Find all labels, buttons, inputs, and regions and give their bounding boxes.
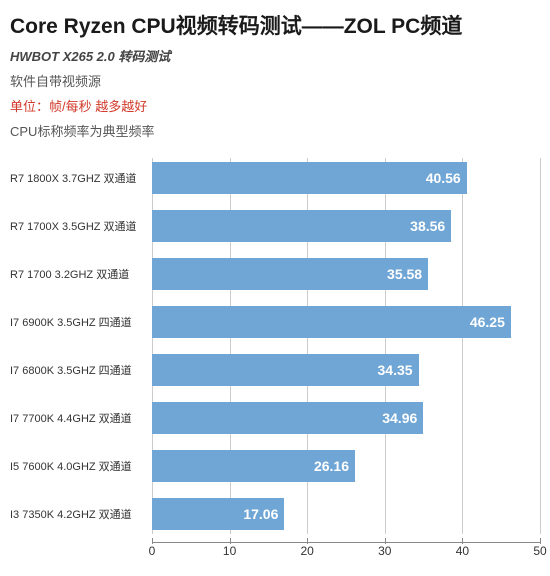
bar-value-label: 40.56 xyxy=(426,170,461,186)
freq-line: CPU标称频率为典型频率 xyxy=(10,121,540,140)
chart: R7 1800X 3.7GHZ 双通道 40.56 R7 1700X 3.5GHZ … xyxy=(10,158,540,568)
bars-container: R7 1800X 3.7GHZ 双通道 40.56 R7 1700X 3.5GHZ … xyxy=(10,158,540,534)
bar-category-label: R7 1700 3.2GHZ 双通道 xyxy=(10,266,152,282)
bar-value-label: 17.06 xyxy=(243,506,278,522)
bar: 40.56 xyxy=(152,162,467,194)
bar-plot: 40.56 xyxy=(152,158,540,198)
bar-value-label: 26.16 xyxy=(314,458,349,474)
x-tick-label: 50 xyxy=(533,544,546,558)
bar-category-label: R7 1800X 3.7GHZ 双通道 xyxy=(10,170,152,186)
bar-row: R7 1700 3.2GHZ 双通道 35.58 xyxy=(10,254,540,294)
x-tick-label: 0 xyxy=(149,544,156,558)
bar: 35.58 xyxy=(152,258,428,290)
bar: 38.56 xyxy=(152,210,451,242)
bar-plot: 35.58 xyxy=(152,254,540,294)
bar-row: R7 1800X 3.7GHZ 双通道 40.56 xyxy=(10,158,540,198)
x-axis: 01020304050 xyxy=(152,542,540,568)
bar-row: I7 6900K 3.5GHZ 四通道 46.25 xyxy=(10,302,540,342)
bar-plot: 34.35 xyxy=(152,350,540,390)
bar: 26.16 xyxy=(152,450,355,482)
bar-plot: 17.06 xyxy=(152,494,540,534)
bar-category-label: I5 7600K 4.0GHZ 双通道 xyxy=(10,458,152,474)
bar-row: I3 7350K 4.2GHZ 双通道 17.06 xyxy=(10,494,540,534)
bar-value-label: 34.96 xyxy=(382,410,417,426)
chart-subtitle: HWBOT X265 2.0 转码测试 xyxy=(10,46,540,65)
bar: 17.06 xyxy=(152,498,284,530)
bar: 34.96 xyxy=(152,402,423,434)
bar-row: R7 1700X 3.5GHZ 双通道 38.56 xyxy=(10,206,540,246)
bar-value-label: 34.35 xyxy=(378,362,413,378)
bar-row: I7 7700K 4.4GHZ 双通道 34.96 xyxy=(10,398,540,438)
x-tick-label: 10 xyxy=(223,544,236,558)
bar: 34.35 xyxy=(152,354,419,386)
bar-plot: 34.96 xyxy=(152,398,540,438)
bar-value-label: 38.56 xyxy=(410,218,445,234)
bar-category-label: I7 7700K 4.4GHZ 双通道 xyxy=(10,410,152,426)
bar-value-label: 46.25 xyxy=(470,314,505,330)
bar-plot: 26.16 xyxy=(152,446,540,486)
unit-prefix: 单位：帧/每秒 xyxy=(10,99,92,114)
bar-row: I5 7600K 4.0GHZ 双通道 26.16 xyxy=(10,446,540,486)
x-tick-label: 20 xyxy=(301,544,314,558)
bar-category-label: I7 6900K 3.5GHZ 四通道 xyxy=(10,314,152,330)
x-tick-label: 30 xyxy=(378,544,391,558)
source-line: 软件自带视频源 xyxy=(10,71,540,90)
bar: 46.25 xyxy=(152,306,511,338)
bar-plot: 38.56 xyxy=(152,206,540,246)
bar-row: I7 6800K 3.5GHZ 四通道 34.35 xyxy=(10,350,540,390)
bar-category-label: I3 7350K 4.2GHZ 双通道 xyxy=(10,506,152,522)
unit-suffix: 越多越好 xyxy=(92,99,148,114)
unit-line: 单位：帧/每秒 越多越好 xyxy=(10,96,540,115)
x-tick-label: 40 xyxy=(456,544,469,558)
bar-category-label: I7 6800K 3.5GHZ 四通道 xyxy=(10,362,152,378)
bar-plot: 46.25 xyxy=(152,302,540,342)
chart-title: Core Ryzen CPU视频转码测试——ZOL PC频道 xyxy=(10,10,540,40)
bar-category-label: R7 1700X 3.5GHZ 双通道 xyxy=(10,218,152,234)
bar-value-label: 35.58 xyxy=(387,266,422,282)
